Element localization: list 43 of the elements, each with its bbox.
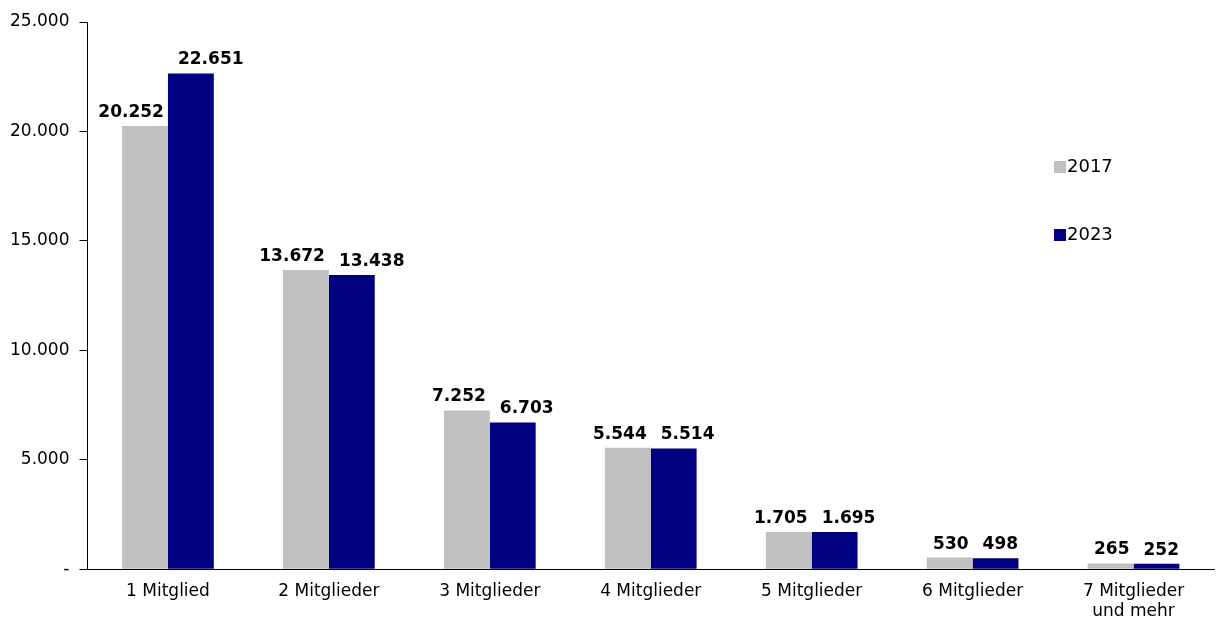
data-label: 498	[982, 533, 1019, 554]
x-tick-label: 3 Mitglieder	[439, 579, 541, 600]
data-label: 252	[1143, 538, 1180, 559]
bar	[489, 422, 536, 569]
data-label: 20.252	[98, 100, 164, 121]
y-tick-label: 15.000	[10, 229, 70, 250]
x-tick-label: 4 Mitglieder	[600, 579, 702, 600]
y-tick-label: 25.000	[10, 10, 70, 31]
data-label: 5.514	[660, 423, 715, 444]
y-tick-label: 10.000	[10, 338, 70, 359]
bar	[283, 269, 329, 569]
y-tick-label: 5.000	[20, 448, 70, 469]
bar	[765, 531, 812, 569]
data-label: 22.651	[177, 48, 244, 69]
data-label: 1.695	[821, 507, 876, 528]
bar	[604, 447, 651, 569]
data-label: 265	[1094, 538, 1130, 559]
x-tick-label: 7 Mitglieder und mehr	[1082, 579, 1185, 621]
data-label: 530	[933, 532, 969, 553]
bar	[650, 448, 697, 569]
x-tick-label: 1 Mitglied	[126, 579, 210, 600]
bar	[972, 558, 1019, 569]
bar	[328, 275, 375, 569]
data-label: 1.705	[753, 506, 808, 527]
x-tick-label: 2 Mitglieder	[278, 579, 380, 600]
bar	[167, 73, 214, 569]
legend-label: 2017	[1067, 154, 1113, 176]
y-tick-label: -	[63, 557, 70, 578]
data-label: 13.672	[259, 244, 325, 265]
bar	[926, 557, 973, 569]
bar	[443, 410, 490, 569]
y-tick-label: 20.000	[10, 119, 70, 140]
data-label: 6.703	[499, 397, 554, 418]
bar	[1133, 563, 1180, 569]
legend-label: 2023	[1067, 222, 1113, 244]
data-label: 7.252	[432, 385, 486, 406]
bar	[122, 125, 168, 569]
bar	[811, 532, 858, 569]
data-label: 5.544	[592, 422, 647, 443]
data-label: 13.438	[338, 249, 405, 270]
x-tick-label: 5 Mitglieder	[761, 579, 863, 600]
bar	[1087, 563, 1134, 569]
x-tick-label: 6 Mitglieder	[921, 579, 1024, 600]
